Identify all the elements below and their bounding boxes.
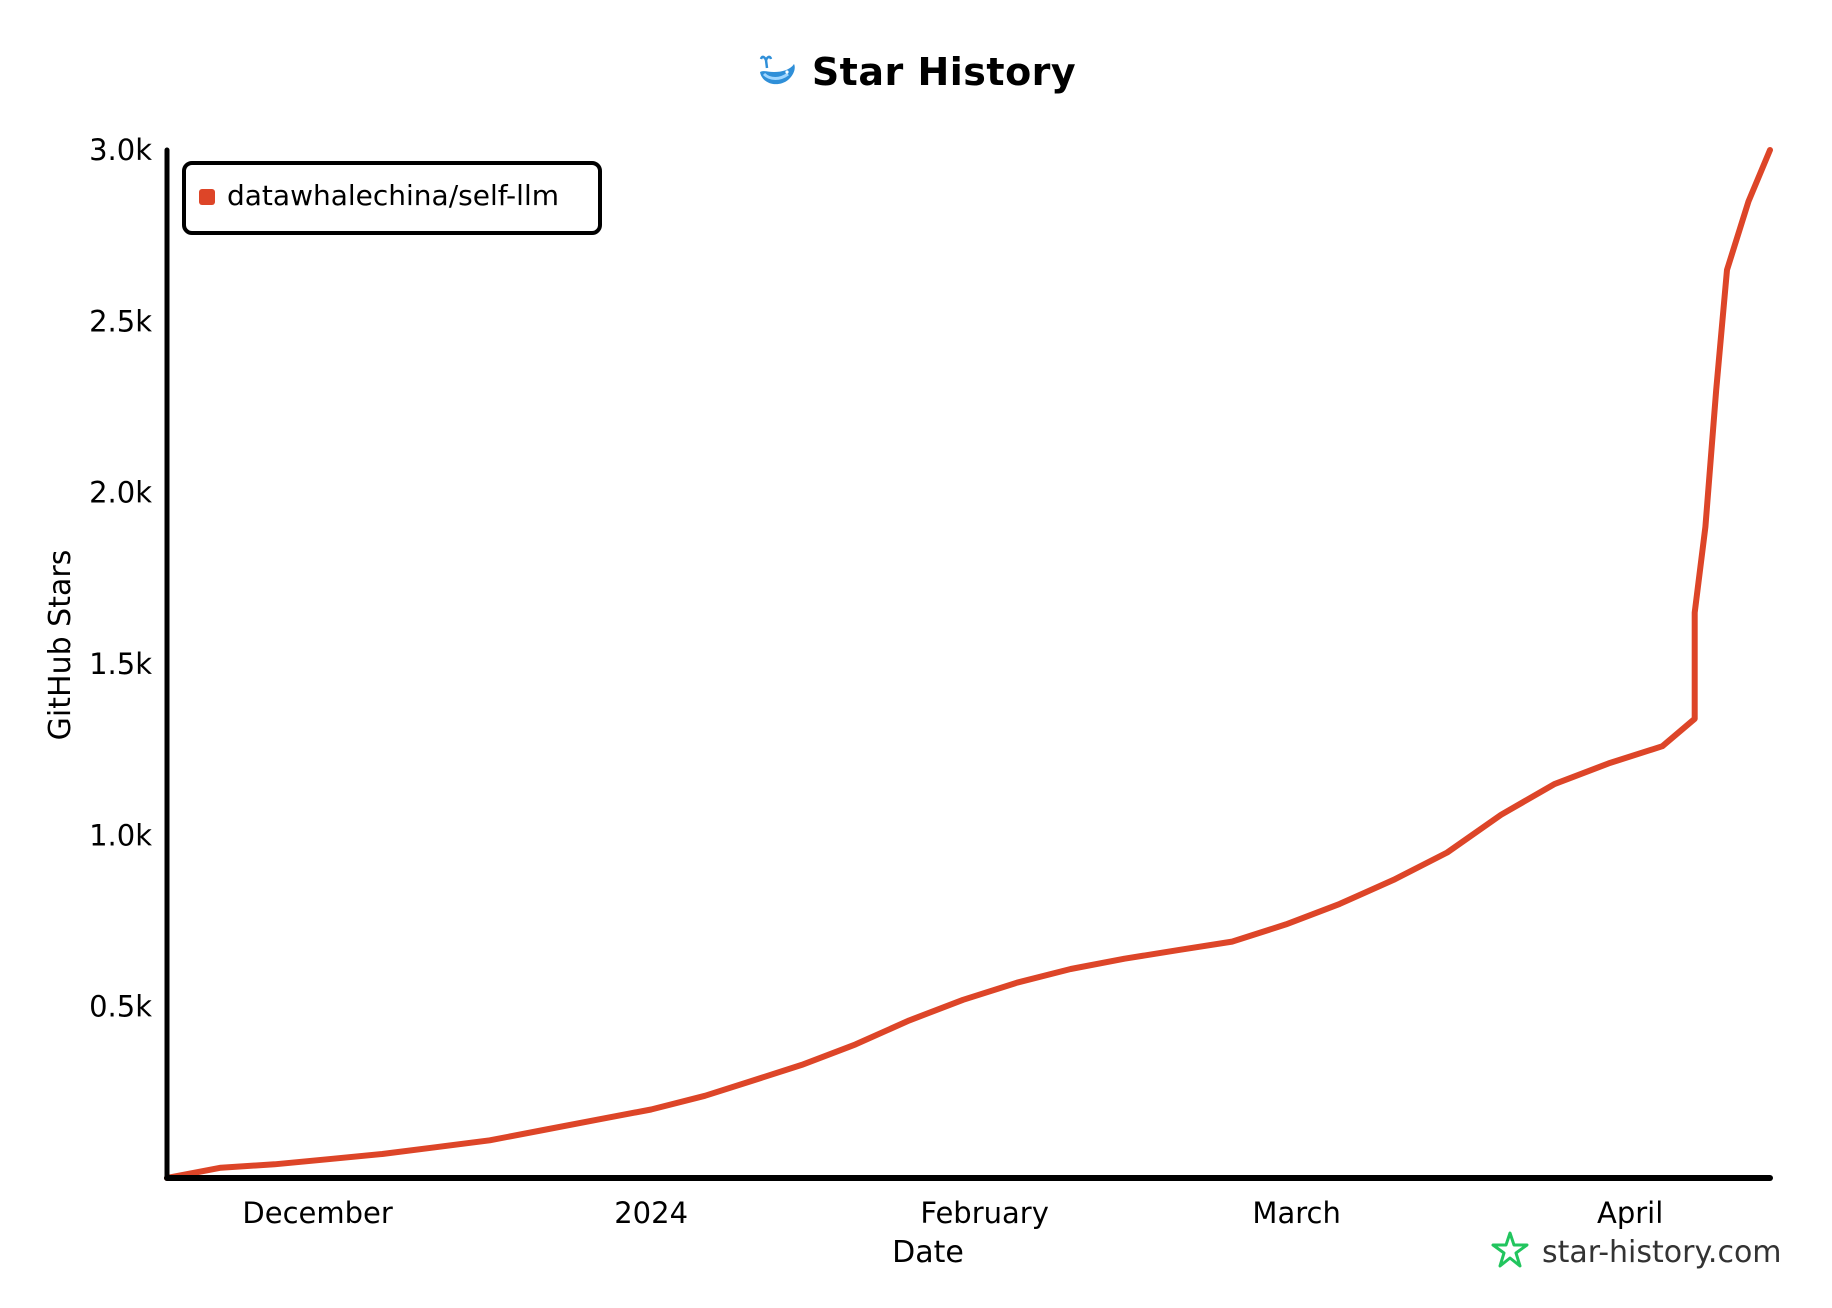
chart-header: Star History: [0, 42, 1832, 102]
watermark-text: star-history.com: [1542, 1234, 1782, 1270]
series-line-datawhalechina-self-llm: [164, 147, 1773, 1181]
y-tick-label: 1.5k: [89, 647, 152, 681]
y-tick-label: 3.0k: [89, 133, 152, 167]
y-tick-label: 0.5k: [89, 990, 152, 1024]
y-tick-label: 2.5k: [89, 304, 152, 338]
star-outline-icon: [1490, 1230, 1530, 1274]
whale-logo-icon: [756, 50, 798, 94]
x-tick-label: December: [242, 1196, 392, 1230]
x-tick-label: 2024: [614, 1196, 688, 1230]
watermark: star-history.com: [1490, 1230, 1782, 1274]
x-tick-label: March: [1252, 1196, 1340, 1230]
legend-box: [182, 161, 602, 235]
y-axis-ticks: 0.5k 1.0k 1.5k 2.0k 2.5k 3.0k: [89, 133, 152, 1024]
x-axis-ticks: December 2024 February March April: [242, 1196, 1663, 1230]
legend: datawhalechina/self-llm: [182, 161, 602, 235]
x-tick-label: April: [1597, 1196, 1663, 1230]
chart-title: Star History: [811, 50, 1077, 94]
x-axis-title: Date: [892, 1235, 964, 1270]
y-axis-title: GitHub Stars: [43, 550, 78, 741]
legend-label: datawhalechina/self-llm: [227, 179, 559, 212]
y-tick-label: 2.0k: [89, 476, 152, 510]
x-tick-label: February: [920, 1196, 1049, 1230]
legend-swatch: [199, 189, 215, 205]
y-tick-label: 1.0k: [89, 818, 152, 852]
